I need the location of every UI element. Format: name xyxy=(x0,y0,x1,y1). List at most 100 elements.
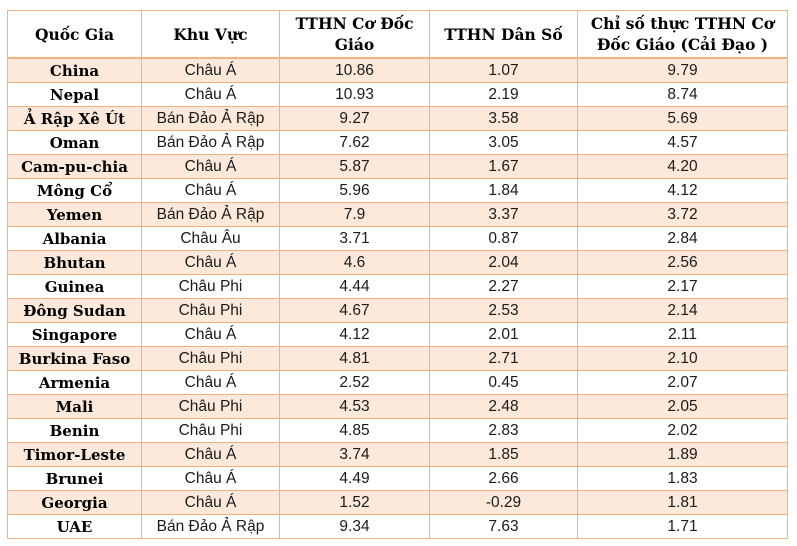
cell-region: Bán Đảo Ả Rập xyxy=(141,202,280,227)
cell-population-growth: 1.07 xyxy=(429,57,578,83)
cell-net-conversion-index: 2.07 xyxy=(577,370,788,395)
cell-region: Châu Phi xyxy=(141,418,280,443)
table-row: Ả Rập Xê Út Bán Đảo Ả Rập 9.27 3.58 5.69 xyxy=(7,106,788,131)
header-christian-growth: TTHN Cơ Đốc Giáo xyxy=(279,10,430,59)
cell-christian-growth: 1.52 xyxy=(279,490,430,515)
cell-population-growth: 0.45 xyxy=(429,370,578,395)
table-row: Georgia Châu Á 1.52 -0.29 1.81 xyxy=(7,490,788,515)
cell-christian-growth: 9.27 xyxy=(279,106,430,131)
cell-population-growth: 1.67 xyxy=(429,154,578,179)
cell-net-conversion-index: 1.71 xyxy=(577,514,788,539)
cell-country: Brunei xyxy=(7,466,142,491)
cell-country: Burkina Faso xyxy=(7,346,142,371)
cell-net-conversion-index: 1.89 xyxy=(577,442,788,467)
header-region: Khu Vực xyxy=(141,10,280,59)
cell-christian-growth: 7.62 xyxy=(279,130,430,155)
table-row: Yemen Bán Đảo Ả Rập 7.9 3.37 3.72 xyxy=(7,202,788,227)
cell-net-conversion-index: 2.56 xyxy=(577,250,788,275)
cell-country: Đông Sudan xyxy=(7,298,142,323)
cell-population-growth: 2.01 xyxy=(429,322,578,347)
table-row: Timor-Leste Châu Á 3.74 1.85 1.89 xyxy=(7,442,788,467)
cell-country: Mali xyxy=(7,394,142,419)
cell-country: Cam-pu-chia xyxy=(7,154,142,179)
header-net-conversion-index: Chỉ số thực TTHN Cơ Đốc Giáo (Cải Đạo ) xyxy=(577,10,788,59)
cell-net-conversion-index: 3.72 xyxy=(577,202,788,227)
cell-country: Timor-Leste xyxy=(7,442,142,467)
cell-region: Châu Á xyxy=(141,490,280,515)
cell-net-conversion-index: 4.57 xyxy=(577,130,788,155)
cell-region: Châu Á xyxy=(141,370,280,395)
cell-population-growth: 2.71 xyxy=(429,346,578,371)
table-row: Burkina Faso Châu Phi 4.81 2.71 2.10 xyxy=(7,346,788,371)
cell-population-growth: 2.48 xyxy=(429,394,578,419)
cell-christian-growth: 5.96 xyxy=(279,178,430,203)
cell-christian-growth: 4.85 xyxy=(279,418,430,443)
cell-region: Châu Phi xyxy=(141,346,280,371)
table-row: Armenia Châu Á 2.52 0.45 2.07 xyxy=(7,370,788,395)
cell-country: China xyxy=(7,57,142,83)
cell-christian-growth: 3.71 xyxy=(279,226,430,251)
cell-country: Albania xyxy=(7,226,142,251)
cell-country: Ả Rập Xê Út xyxy=(7,106,142,131)
table-row: Mali Châu Phi 4.53 2.48 2.05 xyxy=(7,394,788,419)
cell-net-conversion-index: 5.69 xyxy=(577,106,788,131)
cell-net-conversion-index: 4.12 xyxy=(577,178,788,203)
cell-region: Châu Phi xyxy=(141,298,280,323)
table-row: Oman Bán Đảo Ả Rập 7.62 3.05 4.57 xyxy=(7,130,788,155)
cell-net-conversion-index: 4.20 xyxy=(577,154,788,179)
table-row: Mông Cổ Châu Á 5.96 1.84 4.12 xyxy=(7,178,788,203)
cell-population-growth: 0.87 xyxy=(429,226,578,251)
cell-country: Benin xyxy=(7,418,142,443)
table-row: Guinea Châu Phi 4.44 2.27 2.17 xyxy=(7,274,788,299)
cell-region: Châu Á xyxy=(141,250,280,275)
cell-christian-growth: 4.44 xyxy=(279,274,430,299)
cell-population-growth: 3.37 xyxy=(429,202,578,227)
cell-region: Châu Phi xyxy=(141,274,280,299)
cell-country: Georgia xyxy=(7,490,142,515)
table-row: Cam-pu-chia Châu Á 5.87 1.67 4.20 xyxy=(7,154,788,179)
cell-population-growth: 3.05 xyxy=(429,130,578,155)
cell-region: Châu Á xyxy=(141,322,280,347)
cell-country: Armenia xyxy=(7,370,142,395)
cell-population-growth: 7.63 xyxy=(429,514,578,539)
cell-region: Châu Á xyxy=(141,82,280,107)
cell-country: Bhutan xyxy=(7,250,142,275)
cell-population-growth: 2.27 xyxy=(429,274,578,299)
cell-net-conversion-index: 8.74 xyxy=(577,82,788,107)
cell-region: Bán Đảo Ả Rập xyxy=(141,514,280,539)
cell-population-growth: 1.84 xyxy=(429,178,578,203)
cell-net-conversion-index: 2.02 xyxy=(577,418,788,443)
table-row: UAE Bán Đảo Ả Rập 9.34 7.63 1.71 xyxy=(7,514,788,539)
cell-net-conversion-index: 2.10 xyxy=(577,346,788,371)
table-header: Quốc Gia Khu Vực TTHN Cơ Đốc Giáo TTHN D… xyxy=(7,10,788,59)
cell-christian-growth: 4.12 xyxy=(279,322,430,347)
cell-country: UAE xyxy=(7,514,142,539)
cell-net-conversion-index: 9.79 xyxy=(577,57,788,83)
table-row: Bhutan Châu Á 4.6 2.04 2.56 xyxy=(7,250,788,275)
cell-population-growth: -0.29 xyxy=(429,490,578,515)
cell-region: Châu Á xyxy=(141,442,280,467)
cell-region: Châu Âu xyxy=(141,226,280,251)
cell-net-conversion-index: 2.05 xyxy=(577,394,788,419)
cell-net-conversion-index: 2.11 xyxy=(577,322,788,347)
cell-country: Singapore xyxy=(7,322,142,347)
cell-region: Châu Á xyxy=(141,57,280,83)
cell-population-growth: 1.85 xyxy=(429,442,578,467)
cell-region: Châu Á xyxy=(141,178,280,203)
cell-net-conversion-index: 1.81 xyxy=(577,490,788,515)
cell-population-growth: 3.58 xyxy=(429,106,578,131)
cell-christian-growth: 4.6 xyxy=(279,250,430,275)
cell-country: Nepal xyxy=(7,82,142,107)
header-row: Quốc Gia Khu Vực TTHN Cơ Đốc Giáo TTHN D… xyxy=(7,10,788,59)
cell-christian-growth: 4.49 xyxy=(279,466,430,491)
table-row: Đông Sudan Châu Phi 4.67 2.53 2.14 xyxy=(7,298,788,323)
cell-population-growth: 2.04 xyxy=(429,250,578,275)
table-row: Brunei Châu Á 4.49 2.66 1.83 xyxy=(7,466,788,491)
data-table: Quốc Gia Khu Vực TTHN Cơ Đốc Giáo TTHN D… xyxy=(7,10,788,539)
cell-net-conversion-index: 2.14 xyxy=(577,298,788,323)
cell-net-conversion-index: 1.83 xyxy=(577,466,788,491)
cell-christian-growth: 9.34 xyxy=(279,514,430,539)
cell-region: Châu Á xyxy=(141,466,280,491)
cell-christian-growth: 4.53 xyxy=(279,394,430,419)
cell-region: Châu Phi xyxy=(141,394,280,419)
